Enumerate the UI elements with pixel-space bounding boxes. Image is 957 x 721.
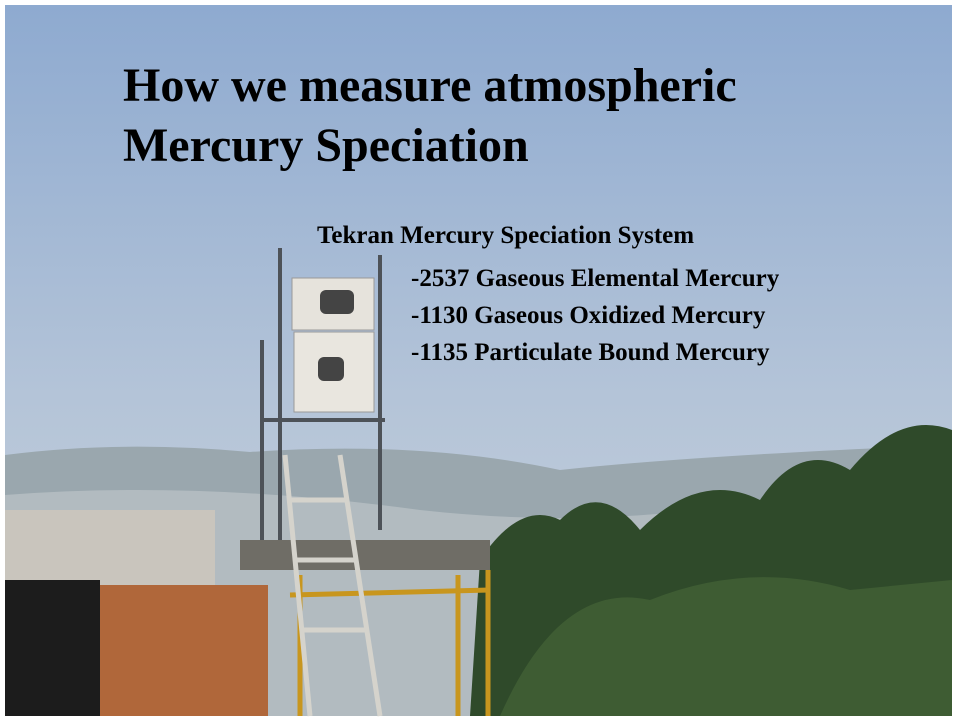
list-item: -1135 Particulate Bound Mercury — [411, 334, 779, 371]
instrument-window — [318, 357, 344, 381]
list-item: -2537 Gaseous Elemental Mercury — [411, 260, 779, 297]
list-item: -1130 Gaseous Oxidized Mercury — [411, 297, 779, 334]
instrument-window — [320, 290, 354, 314]
platform — [240, 540, 490, 570]
slide-title: How we measure atmospheric Mercury Speci… — [123, 56, 843, 176]
item-list: -2537 Gaseous Elemental Mercury -1130 Ga… — [411, 260, 779, 371]
container-door — [5, 580, 100, 716]
wooden-door — [100, 585, 268, 716]
container-roof — [5, 510, 215, 585]
slide: How we measure atmospheric Mercury Speci… — [0, 0, 957, 721]
subtitle: Tekran Mercury Speciation System — [317, 222, 694, 250]
